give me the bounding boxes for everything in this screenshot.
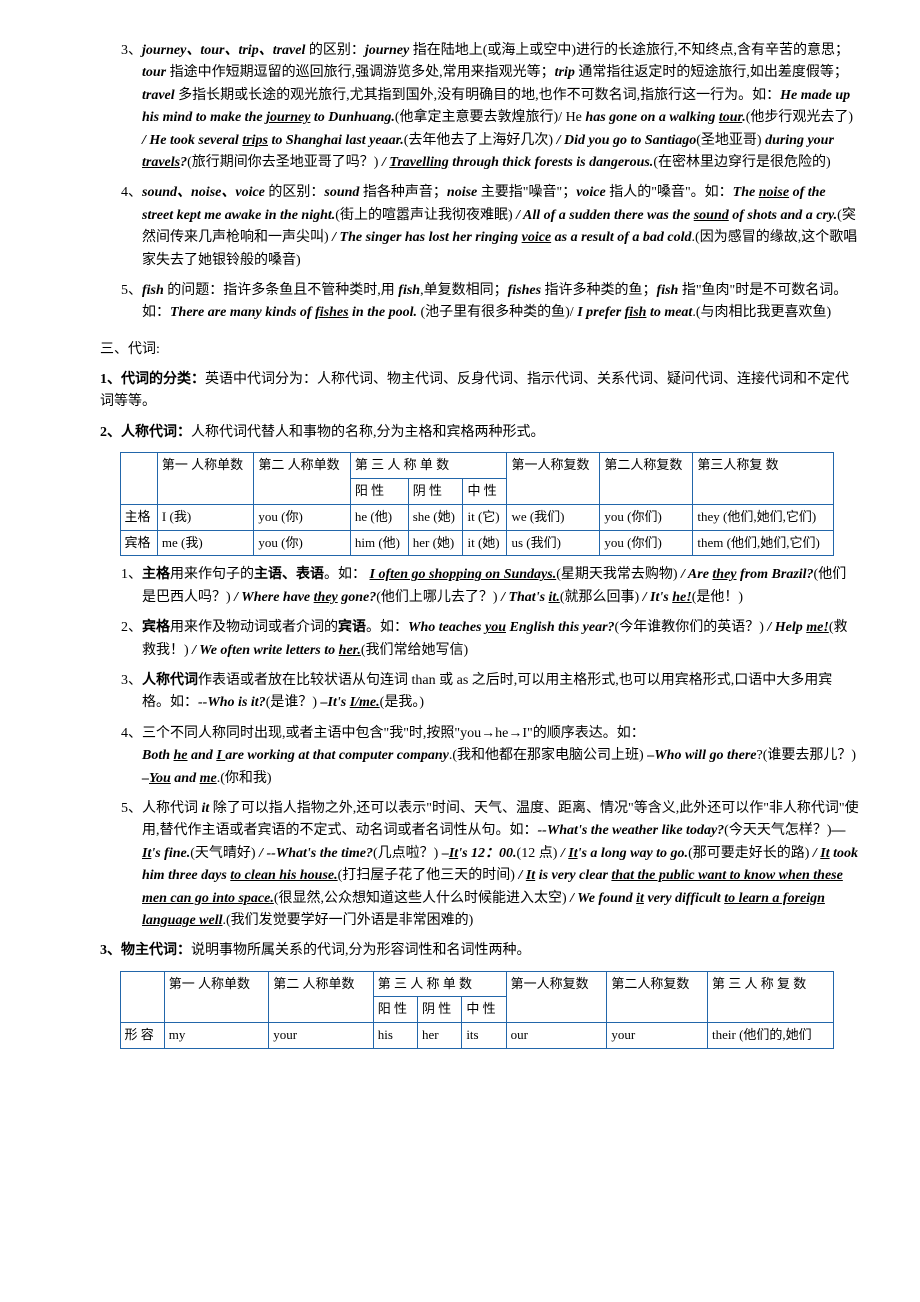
sub-3: 3、人称代词作表语或者放在比较状语从句连词 than 或 as 之后时,可以用主…	[100, 670, 860, 715]
sub-2: 2、宾格用来作及物动词或者介词的宾语。如：Who teaches you Eng…	[100, 617, 860, 662]
possessive-table: 第一 人称单数 第二 人称单数 第 三 人 称 单 数 第一人称复数 第二人称复…	[120, 971, 834, 1049]
lead: journey、tour、trip、travel	[142, 43, 305, 58]
item-5-fish: 5、fish 的问题：指许多条鱼且不管种类时,用 fish,单复数相同；fish…	[100, 280, 860, 325]
item-3-journey: 3、journey、tour、trip、travel 的区别：journey 指…	[100, 40, 860, 174]
num: 3、	[121, 43, 142, 58]
pron-2: 2、人称代词：人称代词代替人和事物的名称,分为主格和宾格两种形式。	[100, 422, 860, 444]
pron-3: 3、物主代词：说明事物所属关系的代词,分为形容词性和名词性两种。	[100, 940, 860, 962]
sub-4: 4、三个不同人称同时出现,或者主语中包含"我"时,按照"you→he→I"的顺序…	[100, 723, 860, 790]
table-row: 主格 I (我) you (你) he (他) she (她) it (它) w…	[120, 504, 833, 530]
sub-1: 1、主格用来作句子的主语、表语。如： I often go shopping o…	[100, 564, 860, 609]
table-header: 第一 人称单数 第二 人称单数 第 三 人 称 单 数 第一人称复数 第二人称复…	[120, 453, 833, 479]
table-row: 形 容 my your his her its our your their (…	[120, 1023, 833, 1049]
pronoun-table-1: 第一 人称单数 第二 人称单数 第 三 人 称 单 数 第一人称复数 第二人称复…	[120, 452, 834, 556]
table-row: 宾格 me (我) you (你) him (他) her (她) it (她)…	[120, 530, 833, 556]
section-3-title: 三、代词:	[100, 339, 860, 361]
item-4-sound: 4、sound、noise、voice 的区别：sound 指各种声音；nois…	[100, 182, 860, 272]
table-header: 第一 人称单数 第二 人称单数 第 三 人 称 单 数 第一人称复数 第二人称复…	[120, 971, 833, 997]
sub-5: 5、人称代词 it 除了可以指人指物之外,还可以表示"时间、天气、温度、距离、情…	[100, 798, 860, 932]
pron-1: 1、代词的分类：英语中代词分为：人称代词、物主代词、反身代词、指示代词、关系代词…	[100, 369, 860, 414]
